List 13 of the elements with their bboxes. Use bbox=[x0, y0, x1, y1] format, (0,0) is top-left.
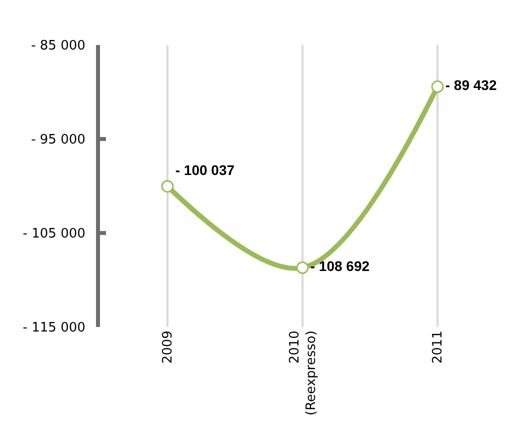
x-tick-label: 2011 bbox=[430, 330, 446, 364]
data-label: - 100 037 bbox=[175, 162, 235, 178]
point bbox=[161, 180, 174, 193]
data-label: - 89 432 bbox=[445, 77, 497, 94]
x-tick-label: 2009 bbox=[160, 330, 176, 364]
x-tick-label: 2010 (Reexpresso) bbox=[287, 330, 320, 416]
data-label: - 108 692 bbox=[310, 258, 370, 274]
point bbox=[431, 80, 444, 93]
y-tick-label: - 115 000 bbox=[22, 320, 86, 336]
y-tick-label: - 105 000 bbox=[22, 226, 86, 242]
y-tick-label: - 95 000 bbox=[31, 132, 86, 148]
point bbox=[296, 261, 309, 274]
y-tick-label: - 85 000 bbox=[31, 38, 86, 54]
